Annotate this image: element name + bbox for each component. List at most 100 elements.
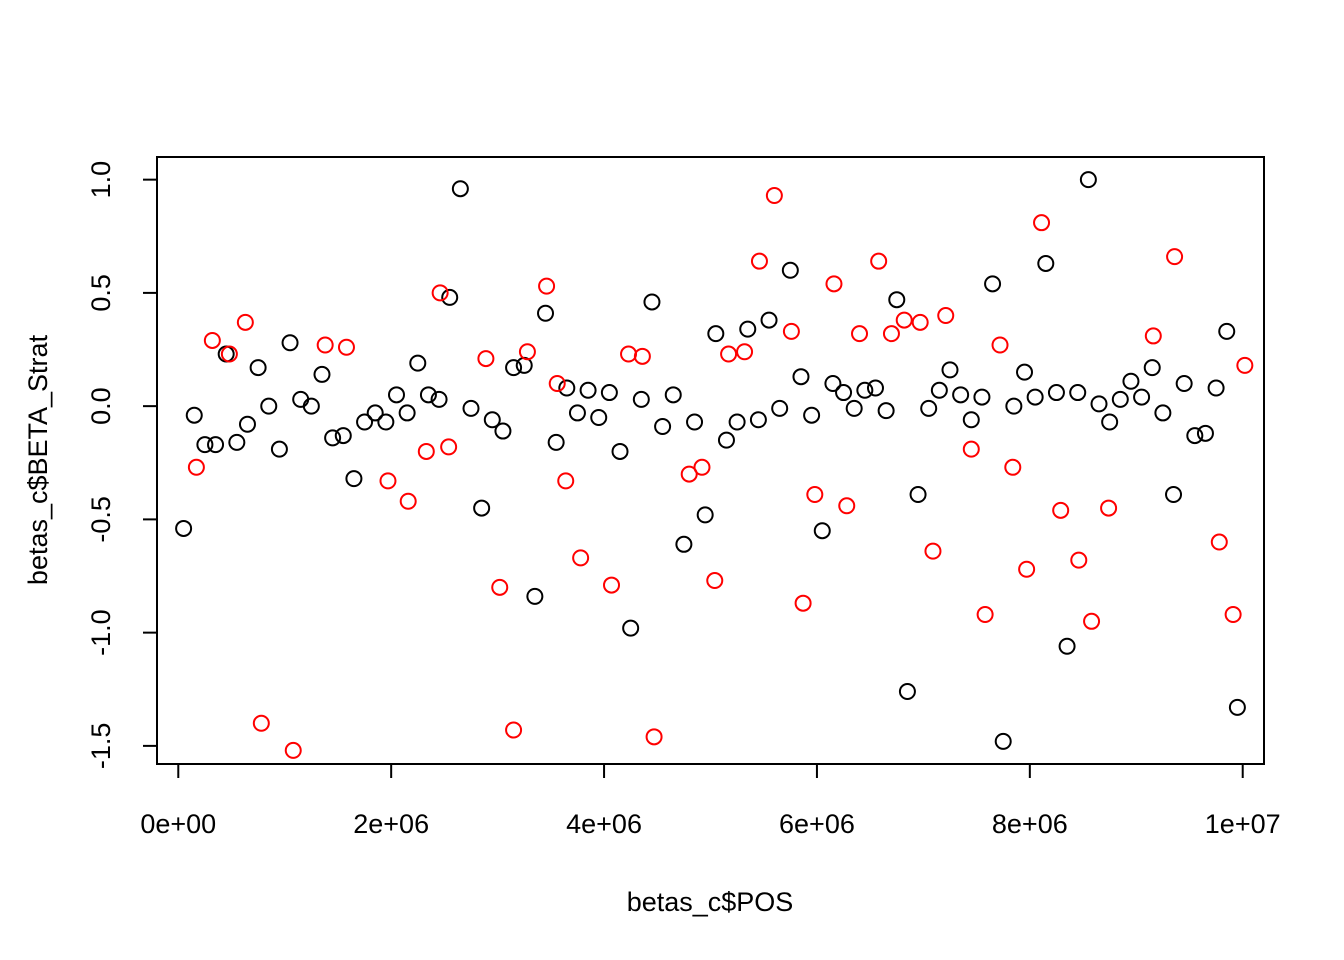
data-points	[175, 171, 1254, 759]
data-point	[417, 442, 435, 460]
data-point	[941, 361, 959, 379]
data-point	[994, 732, 1012, 750]
data-point	[851, 325, 869, 343]
data-point	[1005, 397, 1023, 415]
data-point	[419, 386, 437, 404]
data-point	[794, 594, 812, 612]
data-point	[1175, 374, 1193, 392]
data-point	[771, 399, 789, 417]
data-point	[845, 399, 863, 417]
data-point	[1101, 413, 1119, 431]
data-point	[813, 522, 831, 540]
data-point	[236, 313, 254, 331]
data-point	[270, 440, 288, 458]
data-point	[572, 549, 590, 567]
data-point	[1218, 322, 1236, 340]
data-point	[1224, 606, 1242, 624]
data-point	[220, 345, 238, 363]
data-point	[856, 381, 874, 399]
data-point	[633, 347, 651, 365]
data-point	[366, 404, 384, 422]
data-point	[898, 683, 916, 701]
data-point	[664, 386, 682, 404]
data-point	[1079, 171, 1097, 189]
data-point	[324, 429, 342, 447]
plot-frame	[156, 156, 1265, 765]
data-point	[379, 472, 397, 490]
data-point	[538, 277, 556, 295]
data-point	[654, 418, 672, 436]
data-point	[739, 320, 757, 338]
data-point	[973, 388, 991, 406]
data-point	[377, 413, 395, 431]
data-point	[930, 381, 948, 399]
data-point	[895, 311, 913, 329]
data-point	[720, 345, 738, 363]
data-point	[792, 368, 810, 386]
data-point	[675, 535, 693, 553]
data-point	[249, 359, 267, 377]
data-point	[558, 379, 576, 397]
data-point	[568, 404, 586, 422]
data-point	[781, 261, 799, 279]
y-tick-label: 1.0	[86, 161, 116, 199]
data-point	[398, 404, 416, 422]
data-point	[1026, 388, 1044, 406]
data-point	[952, 386, 970, 404]
data-point	[643, 293, 661, 311]
data-point	[260, 397, 278, 415]
data-point	[203, 331, 221, 349]
y-tick-label: 0.0	[86, 387, 116, 425]
data-point	[632, 390, 650, 408]
data-point	[824, 374, 842, 392]
data-point	[1165, 485, 1183, 503]
data-point	[1111, 390, 1129, 408]
data-point	[387, 386, 405, 404]
data-point	[196, 436, 214, 454]
data-point	[835, 384, 853, 402]
data-point	[175, 519, 193, 537]
data-point	[441, 288, 459, 306]
y-tick-label: -1.5	[86, 723, 116, 770]
data-point	[284, 741, 302, 759]
data-point	[431, 284, 449, 302]
data-point	[505, 359, 523, 377]
data-point	[611, 442, 629, 460]
data-point	[518, 343, 536, 361]
data-point	[1070, 551, 1088, 569]
data-point	[399, 492, 417, 510]
data-point	[1058, 637, 1076, 655]
data-point	[620, 345, 638, 363]
data-point	[473, 499, 491, 517]
data-point	[1133, 388, 1151, 406]
data-point	[600, 384, 618, 402]
data-point	[984, 275, 1002, 293]
x-axis: 0e+00 2e+06 4e+06 6e+06 8e+06 1e+07	[140, 763, 1281, 839]
data-point	[924, 542, 942, 560]
data-point	[1144, 327, 1162, 345]
data-point	[1083, 612, 1101, 630]
data-point	[483, 411, 501, 429]
data-point	[1196, 424, 1214, 442]
x-axis-label: betas_c$POS	[627, 887, 794, 917]
data-point	[707, 325, 725, 343]
data-point	[430, 390, 448, 408]
data-point	[1004, 458, 1022, 476]
data-point	[728, 413, 746, 431]
data-point	[603, 576, 621, 594]
data-point	[717, 431, 735, 449]
data-point	[526, 587, 544, 605]
data-point	[736, 343, 754, 361]
x-tick-label: 4e+06	[566, 809, 642, 839]
data-point	[1210, 533, 1228, 551]
data-point	[909, 485, 927, 503]
data-point	[696, 506, 714, 524]
data-point	[920, 399, 938, 417]
x-tick-label: 2e+06	[353, 809, 429, 839]
data-point	[825, 275, 843, 293]
data-point	[515, 356, 533, 374]
data-point	[803, 406, 821, 424]
data-point	[187, 458, 205, 476]
data-point	[1016, 363, 1034, 381]
